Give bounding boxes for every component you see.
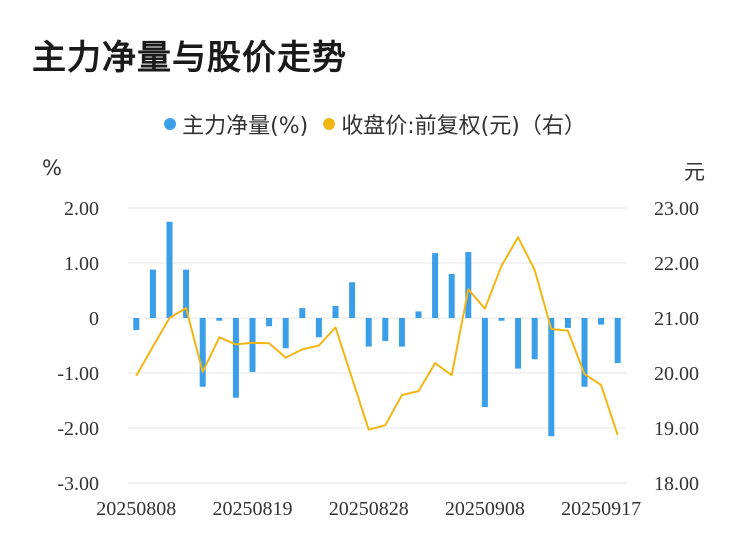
x-tick-label: 20250917 bbox=[561, 498, 641, 520]
y-left-tick-label: 2.00 bbox=[64, 198, 99, 220]
y-left-tick-label: -1.00 bbox=[57, 363, 99, 385]
legend-item-line[interactable]: 收盘价:前复权(元)（右） bbox=[323, 108, 586, 140]
bar bbox=[183, 269, 190, 318]
bar bbox=[166, 221, 173, 318]
y-left-tick-label: -2.00 bbox=[57, 418, 99, 440]
bar bbox=[249, 318, 256, 372]
bar bbox=[581, 318, 588, 387]
y-left-tick-label: -3.00 bbox=[57, 473, 99, 495]
bar bbox=[498, 318, 505, 321]
bar bbox=[614, 318, 621, 364]
y-left-tick-label: 1.00 bbox=[64, 253, 99, 275]
legend: 主力净量(%) 收盘价:前复权(元)（右） bbox=[0, 108, 750, 140]
bar bbox=[199, 318, 206, 387]
bar bbox=[448, 274, 455, 318]
bar bbox=[515, 318, 522, 369]
legend-item-bar[interactable]: 主力净量(%) bbox=[164, 108, 308, 140]
bar bbox=[315, 318, 322, 338]
bar bbox=[349, 282, 356, 318]
bar bbox=[266, 318, 273, 327]
y-right-tick-label: 21.00 bbox=[654, 308, 699, 330]
legend-bar-label: 主力净量(%) bbox=[182, 114, 309, 139]
bar bbox=[365, 318, 372, 347]
bar bbox=[564, 318, 571, 328]
x-tick-label: 20250828 bbox=[329, 498, 409, 520]
bar bbox=[232, 318, 239, 398]
bar bbox=[382, 318, 389, 342]
x-tick-label: 20250808 bbox=[96, 498, 176, 520]
bar bbox=[432, 253, 439, 318]
bar bbox=[299, 308, 306, 318]
price-line bbox=[135, 236, 619, 436]
bar bbox=[149, 269, 156, 318]
chart-title: 主力净量与股价走势 bbox=[32, 38, 347, 78]
y-right-tick-label: 19.00 bbox=[654, 418, 699, 440]
bar bbox=[598, 318, 605, 325]
y-right-tick-label: 22.00 bbox=[654, 253, 699, 275]
x-tick-label: 20250908 bbox=[445, 498, 525, 520]
legend-bar-dot-icon bbox=[164, 118, 177, 130]
bar bbox=[465, 252, 472, 318]
y-right-tick-label: 20.00 bbox=[654, 363, 699, 385]
bar bbox=[481, 318, 488, 408]
legend-line-label: 收盘价:前复权(元)（右） bbox=[341, 114, 586, 139]
bar bbox=[398, 318, 405, 347]
y-right-tick-label: 23.00 bbox=[654, 198, 699, 220]
bar bbox=[531, 318, 538, 360]
right-axis-unit: 元 bbox=[684, 160, 705, 184]
bar bbox=[282, 318, 289, 349]
x-tick-label: 20250819 bbox=[213, 498, 293, 520]
bar bbox=[216, 318, 223, 321]
bar bbox=[133, 318, 140, 331]
legend-line-dot-icon bbox=[323, 118, 336, 130]
left-axis-unit: % bbox=[42, 156, 62, 180]
y-right-tick-label: 18.00 bbox=[654, 473, 699, 495]
bar bbox=[415, 311, 422, 318]
bar bbox=[548, 318, 555, 437]
y-left-tick-label: 0 bbox=[89, 308, 99, 330]
bar bbox=[332, 305, 339, 318]
